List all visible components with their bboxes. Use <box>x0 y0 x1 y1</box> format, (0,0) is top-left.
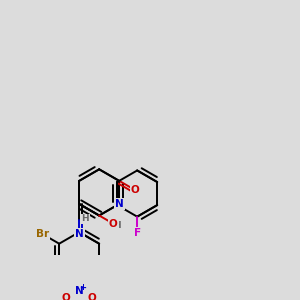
Text: O: O <box>88 293 97 300</box>
Text: H: H <box>81 214 89 224</box>
Text: +: + <box>79 283 86 292</box>
Text: H: H <box>113 221 121 230</box>
Text: F: F <box>134 228 141 238</box>
Text: O: O <box>109 219 118 229</box>
Text: Br: Br <box>36 229 49 239</box>
Text: N: N <box>115 199 124 209</box>
Text: O: O <box>62 293 70 300</box>
Text: O: O <box>131 185 140 195</box>
Text: N: N <box>75 286 84 296</box>
Text: N: N <box>75 229 84 239</box>
